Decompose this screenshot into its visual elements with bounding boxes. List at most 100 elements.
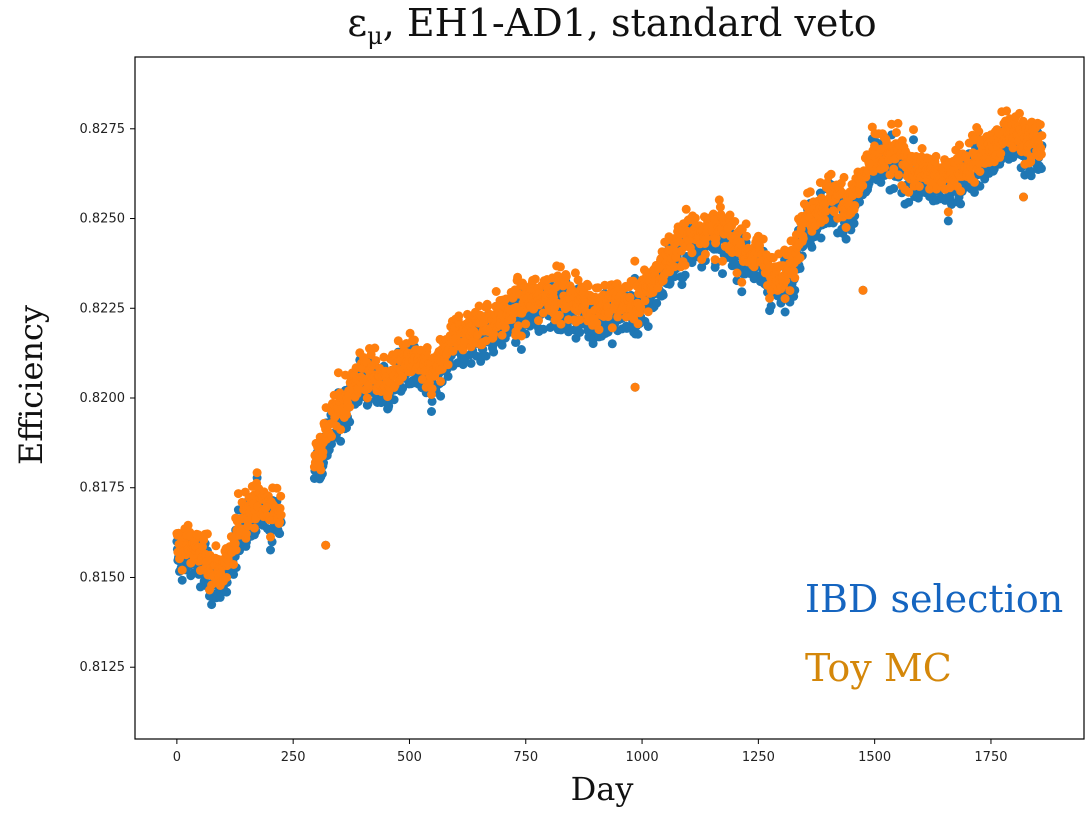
- toy-mc-point: [700, 249, 710, 259]
- toy-mc-point: [975, 167, 985, 176]
- toy-mc-point: [516, 331, 526, 341]
- ibd-selection-point: [652, 298, 662, 308]
- toy-mc-point: [583, 281, 593, 291]
- y-axis-ticks: 0.8125 0.8150 0.8175 0.8200 0.8225 0.8250 0.82…: [80, 122, 135, 675]
- x-tick-label: 250: [281, 750, 306, 765]
- toy-mc-point: [970, 177, 979, 187]
- ibd-selection-point: [489, 347, 499, 357]
- toy-mc-point: [974, 127, 984, 136]
- toy-mc-point: [266, 532, 275, 542]
- toy-mc-point: [737, 277, 747, 287]
- toy-mc-point: [275, 517, 285, 527]
- toy-mc-point: [956, 186, 966, 196]
- toy-mc-point: [362, 393, 372, 403]
- toy-mc-point: [593, 283, 603, 293]
- ibd-selection-point: [607, 339, 617, 349]
- toy-mc-point: [931, 151, 941, 161]
- ibd-selection-point: [427, 407, 436, 416]
- ibd-selection-point: [229, 569, 239, 579]
- toy-mc-point: [497, 330, 507, 340]
- ibd-selection-point: [943, 216, 953, 226]
- y-tick-label: 0.8275: [80, 122, 126, 137]
- toy-mc-point: [909, 125, 918, 135]
- toy-mc-point: [398, 372, 408, 382]
- toy-mc-point: [554, 310, 564, 320]
- toy-mc-point: [681, 204, 691, 214]
- toy-mc-point: [501, 294, 511, 304]
- toy-mc-point: [241, 529, 251, 539]
- ibd-selection-point: [443, 371, 453, 381]
- y-tick-label: 0.8150: [80, 570, 126, 585]
- toy-mc-point: [725, 210, 735, 220]
- ibd-selection-point: [807, 242, 817, 252]
- toy-mc-point: [202, 529, 212, 539]
- ibd-selection-point: [222, 587, 232, 597]
- ibd-selection-point: [889, 184, 899, 193]
- toy-mc-point: [943, 207, 953, 217]
- ibd-selection-point: [384, 401, 394, 411]
- toy-mc-point: [222, 573, 232, 582]
- toy-mc-point: [710, 255, 720, 265]
- toy-mc-point: [327, 432, 336, 441]
- toy-mc-point: [711, 233, 721, 243]
- toy-mc-point: [275, 503, 285, 513]
- toy-mc-point: [839, 172, 849, 182]
- toy-mc-point: [249, 523, 259, 533]
- toy-mc-point: [534, 316, 543, 326]
- toy-mc-point: [730, 217, 740, 226]
- ibd-selection-point: [511, 337, 521, 347]
- toy-mc-point: [741, 219, 751, 229]
- toy-mc-point: [850, 201, 860, 210]
- x-tick-label: 1750: [974, 750, 1007, 765]
- toy-mc-point: [821, 207, 831, 216]
- toy-mc-point: [718, 256, 727, 266]
- x-axis-title: Day: [571, 770, 634, 808]
- y-tick-label: 0.8250: [80, 212, 126, 227]
- toy-mc-point: [796, 224, 806, 234]
- toy-mc-point: [798, 233, 808, 243]
- toy-mc-point: [893, 118, 903, 128]
- toy-mc-point: [607, 323, 617, 333]
- toy-mc-point: [462, 309, 472, 319]
- title-symbol: ε: [347, 1, 367, 45]
- toy-mc-point: [643, 307, 653, 317]
- ibd-selection-point: [207, 600, 217, 610]
- toy-mc-point: [841, 223, 851, 232]
- toy-mc-point: [1035, 120, 1045, 130]
- toy-mc-point: [894, 170, 903, 180]
- toy-mc-point: [805, 187, 815, 197]
- toy-mc-point: [714, 195, 724, 205]
- x-tick-label: 750: [513, 750, 538, 765]
- y-tick-label: 0.8175: [80, 481, 126, 496]
- ibd-selection-point: [665, 278, 675, 288]
- toy-mc-point: [573, 275, 583, 285]
- toy-mc-point: [891, 128, 901, 137]
- toy-mc-point: [765, 293, 775, 303]
- x-tick-label: 500: [397, 750, 422, 765]
- toy-mc-point: [272, 483, 282, 493]
- toy-mc-point: [500, 323, 510, 333]
- ibd-selection-point: [737, 287, 747, 297]
- toy-mc-point: [345, 402, 355, 412]
- toy-mc-point: [556, 319, 566, 329]
- x-tick-label: 0: [173, 750, 181, 765]
- toy-mc-point: [333, 368, 343, 378]
- toy-mc-point: [521, 319, 531, 329]
- toy-mc-point: [363, 381, 373, 390]
- toy-mc-point: [316, 465, 326, 475]
- toy-mc-point: [405, 328, 415, 338]
- toy-mc-point: [409, 335, 419, 345]
- ibd-selection-point: [643, 322, 653, 331]
- toy-mc-point: [785, 286, 795, 296]
- toy-mc-point: [790, 273, 800, 283]
- x-tick-label: 1250: [742, 750, 775, 765]
- toy-mc-point: [366, 350, 376, 360]
- y-tick-label: 0.8225: [80, 301, 126, 316]
- toy-mc-point: [880, 162, 890, 172]
- toy-mc-point: [555, 262, 565, 272]
- legend-toy-mc: Toy MC: [805, 646, 952, 690]
- toy-mc-point: [640, 296, 650, 306]
- toy-mc-point: [961, 151, 971, 161]
- toy-mc-point: [732, 268, 742, 278]
- ibd-selection-point: [1008, 153, 1018, 162]
